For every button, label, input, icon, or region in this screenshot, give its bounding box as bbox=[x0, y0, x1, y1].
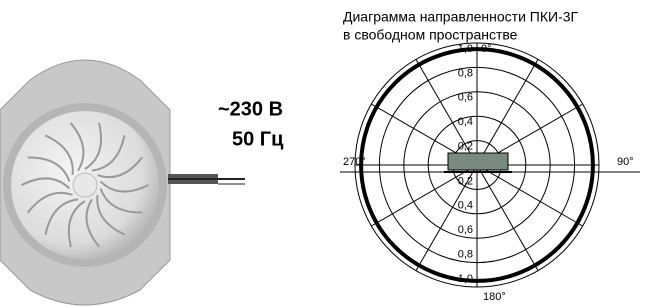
diagram-title: Диаграмма направленности ПКИ-3Г bbox=[343, 9, 579, 25]
angle-label: 0° bbox=[481, 43, 492, 55]
scale-label: 0,8 bbox=[458, 67, 473, 79]
angle-label: 180° bbox=[483, 291, 506, 303]
scale-label: 0,2 bbox=[458, 141, 473, 153]
scale-label: 1,0 bbox=[458, 273, 473, 285]
diagram-subtitle: в свободном пространстве bbox=[343, 27, 518, 43]
angle-label: 270° bbox=[343, 156, 366, 168]
voltage: ~230 В bbox=[218, 98, 283, 120]
angle-label: 90° bbox=[617, 156, 634, 168]
polar-diagram: 1,0 0,8 0,6 0,4 0,2 0,2 0,4 0,6 0,8 1,0 0° 180° 270°… bbox=[340, 43, 640, 303]
scale-label: 0,4 bbox=[458, 116, 473, 128]
page: ~230 В 50 Гц Диаграмма направленности ПК… bbox=[0, 0, 660, 307]
frequency: 50 Гц bbox=[232, 128, 284, 150]
scale-label: 0,4 bbox=[458, 200, 473, 212]
scale-label: 0,8 bbox=[458, 249, 473, 261]
scale-label: 0,2 bbox=[458, 175, 473, 187]
device-box bbox=[448, 153, 508, 170]
scale-label: 1,0 bbox=[458, 43, 473, 55]
speaker-image bbox=[0, 60, 245, 305]
scale-label: 0,6 bbox=[458, 224, 473, 236]
scale-label: 0,6 bbox=[458, 92, 473, 104]
